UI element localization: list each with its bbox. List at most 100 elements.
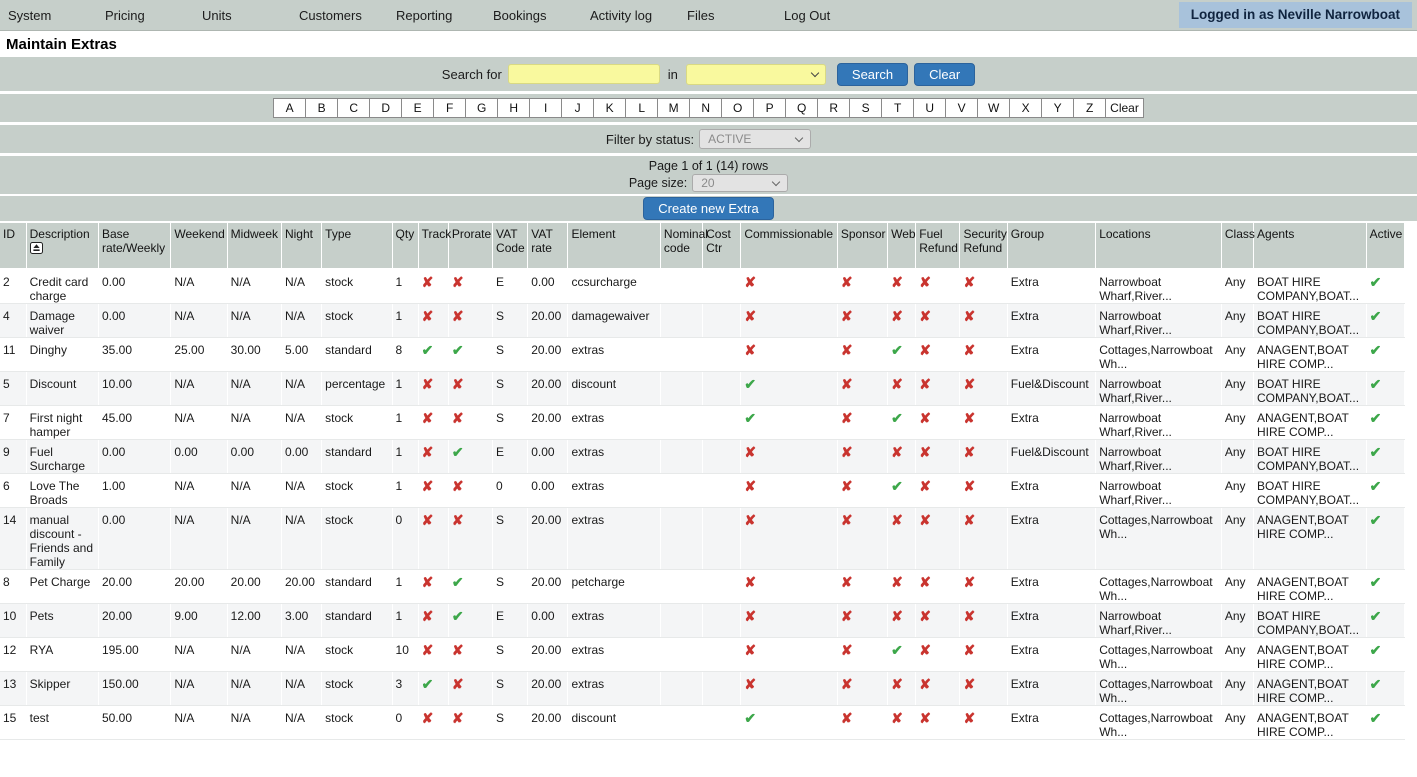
col-header-element[interactable]: Element	[568, 223, 660, 269]
alphabet-letter-B[interactable]: B	[305, 98, 338, 118]
cell-night: N/A	[281, 304, 321, 338]
col-header-web[interactable]: Web	[888, 223, 916, 269]
table-row[interactable]: 11Dinghy35.0025.0030.005.00standard8✔✔S2…	[0, 338, 1405, 372]
alphabet-letter-H[interactable]: H	[497, 98, 530, 118]
table-row[interactable]: 6Love The Broads1.00N/AN/AN/Astock1✘✘00.…	[0, 474, 1405, 508]
alphabet-letter-V[interactable]: V	[945, 98, 978, 118]
alphabet-letter-S[interactable]: S	[849, 98, 882, 118]
col-header-qty[interactable]: Qty	[392, 223, 418, 269]
col-header-vat_rate[interactable]: VAT rate	[528, 223, 568, 269]
cell-group: Extra	[1007, 508, 1095, 570]
nav-item-customers[interactable]: Customers	[299, 8, 396, 23]
cell-agents: ANAGENT,BOAT HIRE COMP...	[1254, 338, 1367, 372]
col-header-fuel[interactable]: Fuel Refund	[916, 223, 960, 269]
col-header-night[interactable]: Night	[281, 223, 321, 269]
alphabet-letter-X[interactable]: X	[1009, 98, 1042, 118]
cell-qty: 1	[392, 570, 418, 604]
alphabet-letter-U[interactable]: U	[913, 98, 946, 118]
table-row[interactable]: 7First night hamper45.00N/AN/AN/Astock1✘…	[0, 406, 1405, 440]
alphabet-letter-C[interactable]: C	[337, 98, 370, 118]
table-row[interactable]: 15test50.00N/AN/AN/Astock0✘✘S20.00discou…	[0, 706, 1405, 740]
alphabet-clear-button[interactable]: Clear	[1105, 98, 1144, 118]
col-header-nominal[interactable]: Nominal code	[660, 223, 702, 269]
alphabet-letter-D[interactable]: D	[369, 98, 402, 118]
clear-button[interactable]: Clear	[914, 63, 975, 86]
alphabet-letter-T[interactable]: T	[881, 98, 914, 118]
alphabet-letter-O[interactable]: O	[721, 98, 754, 118]
search-button[interactable]: Search	[837, 63, 908, 86]
col-header-base[interactable]: Base rate/Weekly	[99, 223, 171, 269]
col-header-weekend[interactable]: Weekend	[171, 223, 227, 269]
nav-item-system[interactable]: System	[8, 8, 105, 23]
cell-web: ✔	[888, 474, 916, 508]
search-input[interactable]	[508, 64, 660, 84]
table-row[interactable]: 4Damage waiver0.00N/AN/AN/Astock1✘✘S20.0…	[0, 304, 1405, 338]
col-header-comm[interactable]: Commissionable	[741, 223, 838, 269]
nav-item-units[interactable]: Units	[202, 8, 299, 23]
col-header-id[interactable]: ID	[0, 223, 26, 269]
table-row[interactable]: 14manual discount - Friends and Family0.…	[0, 508, 1405, 570]
alphabet-letter-J[interactable]: J	[561, 98, 594, 118]
alphabet-letter-K[interactable]: K	[593, 98, 626, 118]
cell-sponsor: ✘	[837, 508, 887, 570]
cell-web: ✘	[888, 508, 916, 570]
alphabet-letter-L[interactable]: L	[625, 98, 658, 118]
alphabet-letter-Y[interactable]: Y	[1041, 98, 1074, 118]
alphabet-letter-W[interactable]: W	[977, 98, 1010, 118]
col-header-sponsor[interactable]: Sponsor	[837, 223, 887, 269]
page-size-select[interactable]: 20	[692, 174, 788, 192]
search-field-select[interactable]	[686, 64, 826, 85]
nav-item-bookings[interactable]: Bookings	[493, 8, 590, 23]
table-row[interactable]: 2Credit card charge0.00N/AN/AN/Astock1✘✘…	[0, 269, 1405, 304]
alphabet-letter-M[interactable]: M	[657, 98, 690, 118]
nav-item-log-out[interactable]: Log Out	[784, 8, 881, 23]
alphabet-letter-G[interactable]: G	[465, 98, 498, 118]
alphabet-letter-N[interactable]: N	[689, 98, 722, 118]
table-row[interactable]: 5Discount10.00N/AN/AN/Apercentage1✘✘S20.…	[0, 372, 1405, 406]
check-icon: ✔	[1370, 478, 1382, 494]
col-header-cost_ctr[interactable]: Cost Ctr	[703, 223, 741, 269]
col-header-label: Element	[571, 227, 615, 241]
col-header-type[interactable]: Type	[322, 223, 392, 269]
col-header-midweek[interactable]: Midweek	[227, 223, 281, 269]
check-icon: ✔	[1370, 574, 1382, 590]
col-header-description[interactable]: Description	[26, 223, 98, 269]
nav-item-activity-log[interactable]: Activity log	[590, 8, 687, 23]
alphabet-letter-A[interactable]: A	[273, 98, 306, 118]
sort-icon[interactable]	[30, 242, 43, 254]
col-header-vat_code[interactable]: VAT Code	[493, 223, 528, 269]
col-header-agents[interactable]: Agents	[1254, 223, 1367, 269]
cell-security: ✘	[960, 304, 1007, 338]
alphabet-letter-R[interactable]: R	[817, 98, 850, 118]
col-header-prorate[interactable]: Prorate	[448, 223, 492, 269]
col-header-clazz[interactable]: Class	[1221, 223, 1253, 269]
cell-cost_ctr	[703, 672, 741, 706]
col-header-group[interactable]: Group	[1007, 223, 1095, 269]
alphabet-letter-Z[interactable]: Z	[1073, 98, 1106, 118]
cell-id: 13	[0, 672, 26, 706]
cell-type: standard	[322, 604, 392, 638]
cross-icon: ✘	[963, 274, 975, 290]
col-header-locations[interactable]: Locations	[1096, 223, 1222, 269]
create-new-extra-button[interactable]: Create new Extra	[643, 197, 773, 220]
table-row[interactable]: 9Fuel Surcharge0.000.000.000.00standard1…	[0, 440, 1405, 474]
alphabet-letter-P[interactable]: P	[753, 98, 786, 118]
nav-item-pricing[interactable]: Pricing	[105, 8, 202, 23]
col-header-track[interactable]: Track	[418, 223, 448, 269]
alphabet-letter-Q[interactable]: Q	[785, 98, 818, 118]
cell-description: Credit card charge	[26, 269, 98, 304]
table-row[interactable]: 13Skipper150.00N/AN/AN/Astock3✔✘S20.00ex…	[0, 672, 1405, 706]
alphabet-letter-E[interactable]: E	[401, 98, 434, 118]
nav-item-reporting[interactable]: Reporting	[396, 8, 493, 23]
alphabet-letter-I[interactable]: I	[529, 98, 562, 118]
col-header-security[interactable]: Security Refund	[960, 223, 1007, 269]
table-row[interactable]: 12RYA195.00N/AN/AN/Astock10✘✘S20.00extra…	[0, 638, 1405, 672]
status-filter-select[interactable]: ACTIVE	[699, 129, 811, 149]
col-header-active[interactable]: Active	[1366, 223, 1404, 269]
cell-comm: ✘	[741, 440, 838, 474]
table-row[interactable]: 8Pet Charge20.0020.0020.0020.00standard1…	[0, 570, 1405, 604]
check-icon: ✔	[891, 478, 903, 494]
table-row[interactable]: 10Pets20.009.0012.003.00standard1✘✔E0.00…	[0, 604, 1405, 638]
alphabet-letter-F[interactable]: F	[433, 98, 466, 118]
nav-item-files[interactable]: Files	[687, 8, 784, 23]
